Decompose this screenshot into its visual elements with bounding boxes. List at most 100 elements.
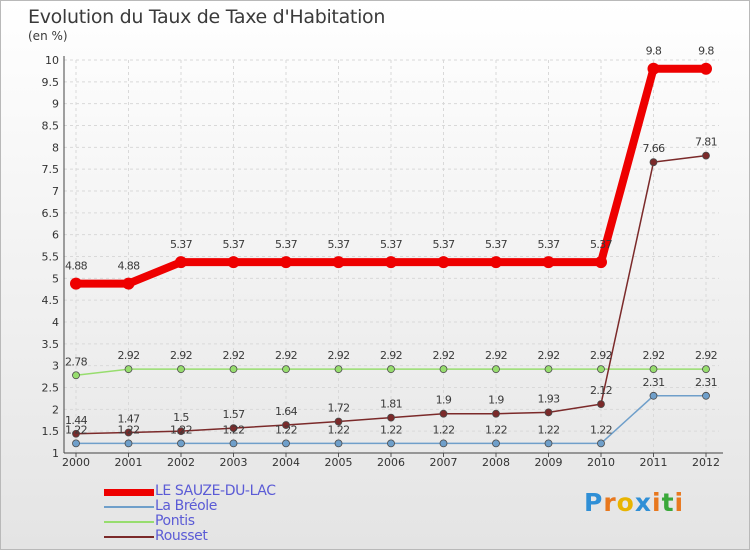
data-label-layer: 4.88 4.88 5.37 5.37 5.37 5.37 5.37 5.37 5.37 5.37… xyxy=(65,45,718,437)
legend-label-pontis: Pontis xyxy=(155,513,195,529)
data-label-rousset: 1.57 xyxy=(222,408,245,421)
data-point-rousset xyxy=(649,158,658,167)
data-point-le-sauze-du-lac xyxy=(542,256,555,269)
x-tick-label: 2005 xyxy=(325,456,353,469)
legend-label-rousset: Rousset xyxy=(155,528,208,544)
data-point-la-breole xyxy=(282,439,290,448)
data-label-le-sauze-du-lac: 5.37 xyxy=(537,238,560,251)
data-point-rousset xyxy=(702,151,710,160)
data-label-le-sauze-du-lac: 5.37 xyxy=(380,238,403,251)
data-point-la-breole xyxy=(649,391,658,400)
data-label-le-sauze-du-lac: 9.8 xyxy=(646,45,662,58)
x-tick-label: 2006 xyxy=(377,456,405,469)
y-tick-label: 3 xyxy=(52,360,59,373)
data-label-la-breole: 1.22 xyxy=(380,423,402,436)
data-label-le-sauze-du-lac: 5.37 xyxy=(222,238,245,251)
x-tick-label: 2004 xyxy=(272,456,300,469)
x-tick-label: 2008 xyxy=(482,456,510,469)
data-point-pontis xyxy=(334,365,343,374)
y-tick-label: 10 xyxy=(45,54,59,67)
data-label-rousset: 1.9 xyxy=(488,394,504,407)
data-label-la-breole: 2.31 xyxy=(695,376,717,389)
data-label-pontis: 2.92 xyxy=(117,349,139,362)
data-label-pontis: 2.92 xyxy=(327,349,349,362)
data-label-rousset: 1.81 xyxy=(380,398,402,411)
logo-letter: o xyxy=(616,488,635,517)
data-point-pontis xyxy=(649,365,658,374)
x-tick-label: 2012 xyxy=(692,456,720,469)
data-point-rousset xyxy=(282,421,290,429)
data-point-le-sauze-du-lac xyxy=(490,256,502,269)
data-point-rousset xyxy=(544,408,553,417)
data-label-le-sauze-du-lac: 5.37 xyxy=(275,238,298,251)
data-label-la-breole: 1.22 xyxy=(432,423,454,436)
x-tick-label: 2002 xyxy=(167,456,195,469)
legend-swatch-pontis xyxy=(104,521,154,523)
y-tick-label: 4.5 xyxy=(42,294,60,307)
data-point-rousset xyxy=(334,417,343,426)
y-tick-label: 6.5 xyxy=(42,207,60,220)
data-label-la-breole: 1.22 xyxy=(327,423,349,436)
data-point-pontis xyxy=(282,365,290,374)
axis-layer: 1 1.5 2 2.5 3 3.5 4 4.5 5 5.5 6 6.5 7 7.5 8 8.5 9 9.5 10 20… xyxy=(42,54,723,469)
data-label-le-sauze-du-lac: 5.37 xyxy=(327,238,350,251)
data-point-pontis xyxy=(387,365,395,374)
data-point-rousset xyxy=(124,428,133,437)
data-label-pontis: 2.92 xyxy=(275,349,297,362)
data-point-le-sauze-du-lac xyxy=(437,256,450,269)
data-point-pontis xyxy=(702,365,710,374)
y-tick-label: 2.5 xyxy=(42,382,60,395)
proxiti-logo: Proxiti xyxy=(584,488,684,517)
data-point-le-sauze-du-lac xyxy=(385,256,397,269)
x-tick-label: 2010 xyxy=(587,456,615,469)
logo-letter: i xyxy=(674,488,685,517)
data-point-le-sauze-du-lac xyxy=(175,256,187,269)
data-point-la-breole xyxy=(702,391,710,400)
data-point-pontis xyxy=(544,365,553,374)
data-label-la-breole: 1.22 xyxy=(275,423,297,436)
y-tick-label: 5.5 xyxy=(42,251,60,264)
legend-swatch-la-breole xyxy=(104,506,154,508)
data-label-rousset: 1.93 xyxy=(537,392,560,405)
legend-swatch-rousset xyxy=(104,536,154,538)
y-tick-label: 8 xyxy=(52,141,59,154)
data-point-pontis xyxy=(492,365,500,374)
y-tick-label: 7.5 xyxy=(42,163,60,176)
x-tick-label: 2011 xyxy=(640,456,668,469)
data-label-rousset: 1.44 xyxy=(65,414,88,427)
x-tick-label: 2001 xyxy=(115,456,143,469)
data-label-rousset: 7.66 xyxy=(642,142,665,155)
data-point-rousset xyxy=(387,413,395,422)
data-point-le-sauze-du-lac xyxy=(647,62,660,75)
y-tick-label: 4 xyxy=(52,316,59,329)
legend-swatch-le-sauze-du-lac xyxy=(104,489,154,496)
logo-letter: P xyxy=(584,488,604,517)
y-tick-label: 1 xyxy=(52,447,59,460)
data-point-pontis xyxy=(72,371,80,380)
data-label-le-sauze-du-lac: 5.37 xyxy=(170,238,193,251)
data-label-le-sauze-du-lac: 5.37 xyxy=(590,238,613,251)
data-label-pontis: 2.92 xyxy=(432,349,454,362)
data-point-la-breole xyxy=(72,439,80,448)
data-label-pontis: 2.92 xyxy=(380,349,402,362)
data-point-la-breole xyxy=(597,439,605,448)
y-tick-label: 9 xyxy=(52,98,59,111)
data-point-rousset xyxy=(597,400,605,408)
y-tick-label: 1.5 xyxy=(42,425,60,438)
data-label-le-sauze-du-lac: 9.8 xyxy=(698,45,714,58)
data-point-pontis xyxy=(229,365,238,374)
data-label-rousset: 1.47 xyxy=(117,412,140,425)
data-label-la-breole: 1.22 xyxy=(117,423,139,436)
data-label-le-sauze-du-lac: 4.88 xyxy=(117,260,140,273)
series-layer xyxy=(70,62,712,448)
data-label-le-sauze-du-lac: 5.37 xyxy=(485,238,508,251)
data-label-pontis: 2.78 xyxy=(65,355,88,368)
data-point-la-breole xyxy=(334,439,343,448)
y-tick-label: 9.5 xyxy=(42,76,60,89)
data-point-le-sauze-du-lac xyxy=(280,256,292,269)
y-tick-label: 2 xyxy=(52,403,59,416)
data-point-la-breole xyxy=(387,439,395,448)
line-chart: 1 1.5 2 2.5 3 3.5 4 4.5 5 5.5 6 6.5 7 7.5 8 8.5 9 9.5 10 20… xyxy=(42,45,723,469)
data-point-le-sauze-du-lac xyxy=(70,277,82,290)
x-tick-label: 2003 xyxy=(220,456,248,469)
